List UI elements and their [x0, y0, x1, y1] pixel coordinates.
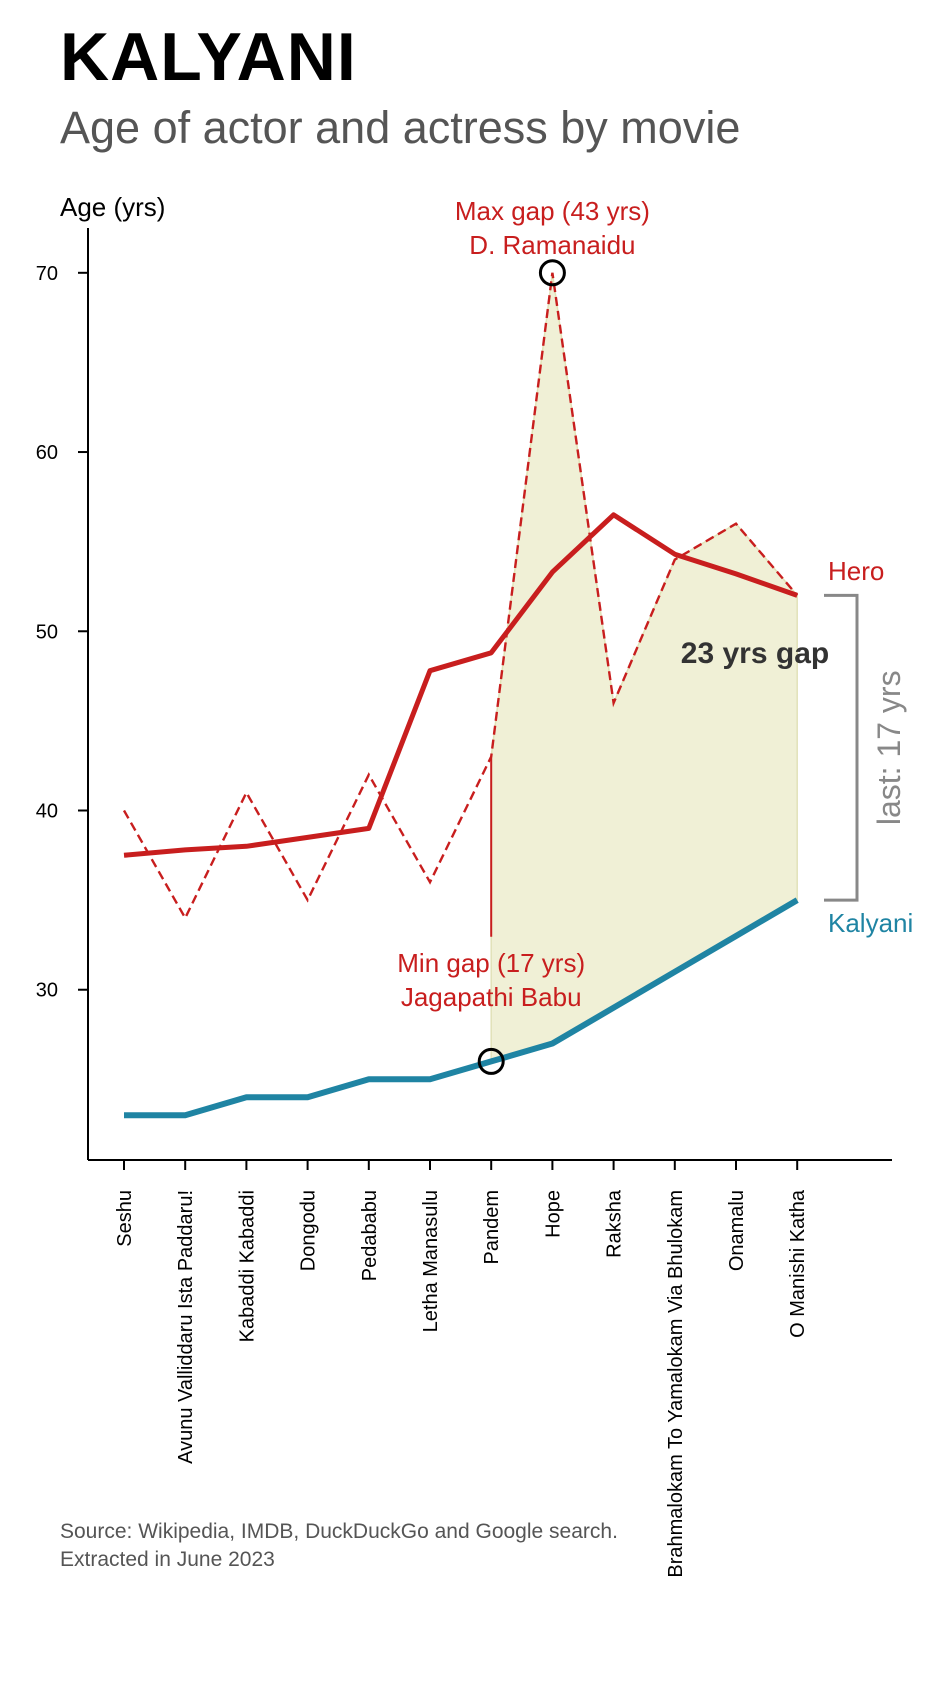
max-gap-name: D. Ramanaidu [469, 230, 635, 260]
y-tick-label: 70 [36, 263, 58, 285]
hero-age-line [123, 512, 799, 858]
y-axis-ticks: 30 40 50 60 70 [36, 263, 88, 1002]
gap-label: 23 yrs gap [681, 637, 829, 670]
x-tick-label: Letha Manasulu [420, 1190, 442, 1332]
chart-title: KALYANI [60, 19, 357, 95]
chart-subtitle: Age of actor and actress by movie [60, 102, 741, 153]
source-line-2: Extracted in June 2023 [60, 1548, 275, 1571]
y-tick-label: 30 [36, 980, 58, 1002]
y-tick-label: 50 [36, 621, 58, 643]
source-line-1: Source: Wikipedia, IMDB, DuckDuckGo and … [60, 1520, 618, 1543]
last-gap-label: last: 17 yrs [871, 670, 907, 825]
min-gap-circle [477, 1047, 505, 1075]
x-tick-label: Pedababu [359, 1190, 381, 1281]
min-gap-label: Min gap (17 yrs) [397, 948, 585, 978]
kalyani-series-label: Kalyani [828, 908, 913, 938]
hero-age-dashed-line [122, 272, 799, 921]
x-tick-label: Hope [542, 1190, 564, 1238]
x-tick-label: Brahmalokam To Yamalokam Via Bhulokam [665, 1190, 687, 1578]
x-tick-label: Dongodu [298, 1190, 320, 1271]
max-gap-circle [538, 259, 566, 287]
x-tick-label: Seshu [114, 1190, 136, 1247]
x-tick-label: Raksha [604, 1189, 626, 1258]
x-tick-label: Pandem [481, 1190, 503, 1265]
source-note: Source: Wikipedia, IMDB, DuckDuckGo and … [60, 1518, 618, 1574]
kalyani-age-line [124, 897, 799, 1119]
min-gap-name: Jagapathi Babu [401, 982, 582, 1012]
last-gap-bracket [824, 593, 859, 902]
y-axis-label: Age (yrs) [60, 192, 165, 222]
x-tick-label: Onamalu [726, 1190, 748, 1271]
x-axis-ticks: Seshu Avunu Valliddaru Ista Paddaru! Kabad… [114, 1160, 809, 1578]
hero-series-label: Hero [828, 556, 884, 586]
x-tick-label: O Manishi Katha [787, 1189, 809, 1338]
x-tick-label: Avunu Valliddaru Ista Paddaru! [175, 1190, 197, 1464]
y-tick-label: 40 [36, 801, 58, 823]
max-gap-label: Max gap (43 yrs) [455, 196, 650, 226]
x-tick-label: Kabaddi Kabaddi [236, 1190, 258, 1342]
y-tick-label: 60 [36, 442, 58, 464]
